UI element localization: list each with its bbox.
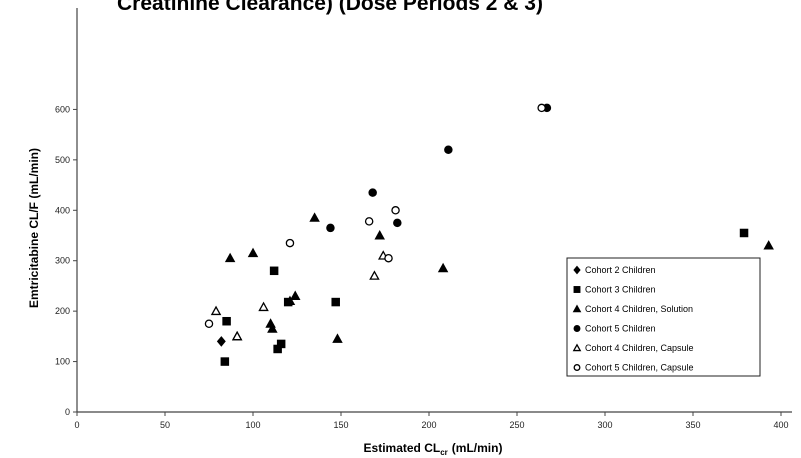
data-point [331,297,340,307]
x-tick-label: 400 [773,420,788,430]
y-tick-label: 500 [55,155,70,165]
data-point [216,336,226,347]
x-tick-label: 250 [509,420,524,430]
data-point [739,228,749,238]
data-point [247,247,259,258]
legend-items: Cohort 2 Children Cohort 3 Children Cohort… [572,265,694,373]
data-point [437,262,449,273]
data-point [763,240,774,250]
data-point [384,253,393,263]
data-point [231,330,243,341]
data-point [332,333,343,343]
x-tick-label: 350 [685,420,700,430]
legend-box [566,257,761,377]
y-tick-label: 400 [55,205,70,215]
data-point [444,145,453,155]
chart-title: Creatinine Clearance) (Dose Periods 2 & … [117,0,543,15]
y-tick-label: 100 [55,357,70,367]
data-point [222,316,231,326]
data-point [364,217,374,226]
x-tick-label: 150 [333,420,348,430]
data-point [204,319,214,328]
x-tick-label: 0 [74,420,79,430]
x-tick-label: 100 [245,420,260,430]
x-axis-label: Estimated CLcr (mL/min) [364,441,503,457]
data-point [224,252,236,263]
x-axis-label-main: Estimated CL [364,441,441,455]
data-point [258,301,269,312]
legend-marker [573,325,581,332]
data-point [391,206,400,215]
data-point [267,323,278,333]
legend-entry-label: Cohort 4 Children, Solution [585,304,693,314]
data-point [368,188,377,197]
y-tick-label: 0 [65,407,70,417]
legend-marker [572,304,582,313]
data-point [220,357,230,366]
legend-marker [573,265,581,275]
x-axis-label-subscript: cr [440,448,448,457]
legend-entry-label: Cohort 5 Children, Capsule [585,363,694,373]
legend-marker [572,343,582,352]
data-point [284,295,296,306]
legend: Cohort 2 Children Cohort 3 Children Cohort… [566,257,761,377]
y-tick-label: 200 [55,306,70,316]
data-point [276,339,286,349]
data-point [369,270,380,280]
legend-entry-label: Cohort 2 Children [585,265,656,275]
x-tick-label: 200 [421,420,436,430]
y-axis-label: Emtricitabine CL/F (mL/min) [27,148,41,308]
y-tick-label: 600 [55,104,70,114]
data-point [269,266,279,276]
legend-marker [573,286,581,293]
data-point [309,212,320,222]
data-point [285,238,295,248]
data-point [537,103,546,113]
legend-entry-label: Cohort 3 Children [585,285,656,295]
y-tick-label: 300 [55,256,70,266]
legend-entry-label: Cohort 4 Children, Capsule [585,343,694,353]
data-point [289,290,301,300]
legend-entry-label: Cohort 5 Children [585,324,656,334]
data-point [326,223,335,233]
y-axis-ticks: 0 100 200 300 400 500 600 [55,104,77,417]
data-point [374,230,385,240]
x-axis-ticks: 0 50 100 150 200 250 300 350 400 [74,412,789,430]
x-tick-label: 50 [160,420,170,430]
data-point [393,218,402,228]
data-points [204,103,774,366]
data-point [210,305,222,316]
x-tick-label: 300 [597,420,612,430]
x-axis-label-units: (mL/min) [452,441,503,455]
legend-marker [573,364,581,371]
